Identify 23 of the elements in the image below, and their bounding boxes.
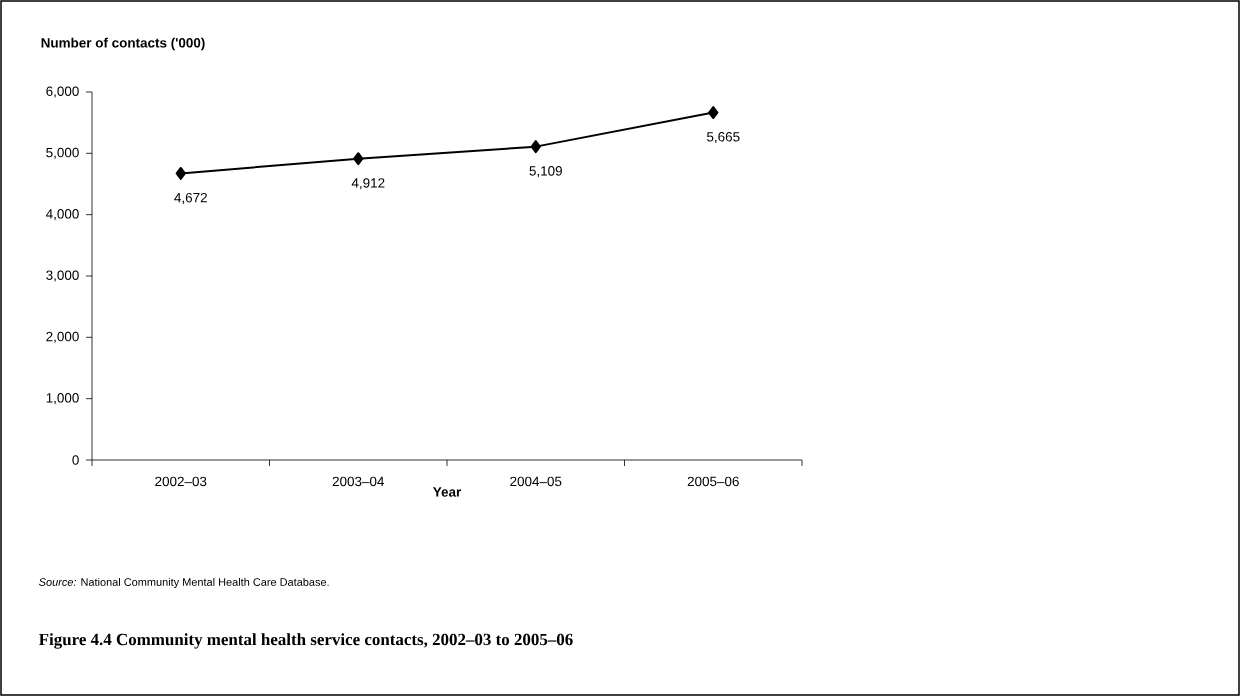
data-label: 5,109	[529, 166, 562, 178]
text: Figure 4.4 Community mental health service contacts, 2002–03 to 2005–06	[38, 633, 573, 649]
data-label: 5,665	[706, 132, 740, 144]
x-axis-title: Year	[433, 487, 462, 497]
y-axis-title: Number of contacts ('000)	[41, 37, 205, 51]
x-tick-label: 2003–04	[332, 476, 385, 487]
data-label: 4,672	[174, 192, 207, 205]
y-tick-label: 3,000	[46, 270, 79, 282]
x-tick-label: 2005–06	[687, 476, 739, 487]
y-tick-label: 1,000	[46, 393, 79, 405]
y-tick-label: 2,000	[46, 331, 79, 343]
y-tick-label: 5,000	[46, 147, 79, 159]
point	[353, 152, 364, 166]
x-tick-label: 2002–03	[155, 476, 207, 487]
data-label: 4,912	[351, 178, 385, 190]
text: Source: National Community Mental Health Care Database.	[39, 577, 329, 589]
point	[175, 166, 186, 180]
point	[708, 106, 719, 120]
y-tick-label: 0	[72, 455, 79, 465]
x-tick-label: 2004–05	[510, 476, 562, 487]
y-tick-label: 6,000	[46, 86, 79, 98]
y-tick-label: 4,000	[45, 209, 79, 221]
point	[530, 140, 541, 154]
